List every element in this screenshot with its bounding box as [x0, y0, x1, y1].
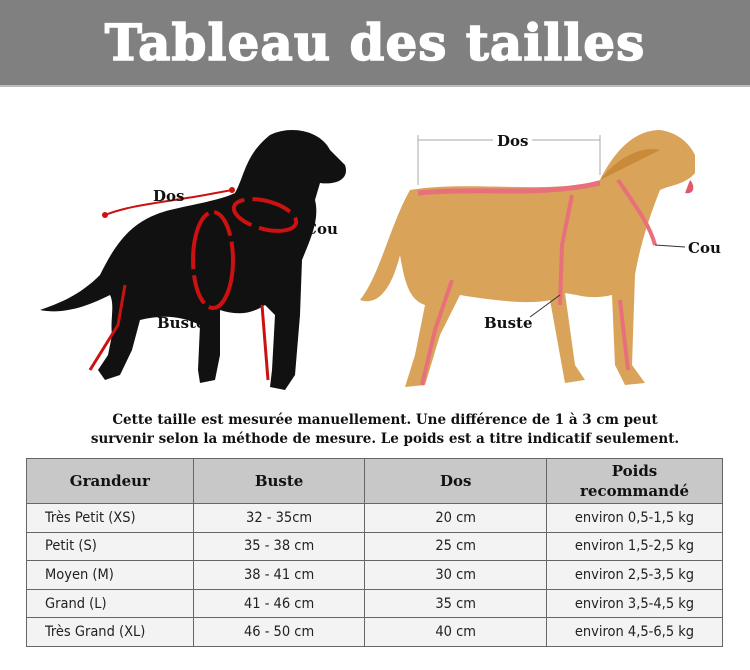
header-buste: Buste	[192, 458, 366, 504]
note-line-2: survenir selon la méthode de mesure. Le …	[90, 431, 680, 447]
right-buste-label: Buste	[484, 314, 533, 332]
size-cell: Très Petit (XS)	[26, 503, 194, 533]
back-cell: 30 cm	[364, 560, 547, 590]
right-dos-label: Dos	[493, 132, 533, 150]
page-title: Tableau des tailles	[104, 12, 646, 73]
size-cell: Grand (L)	[26, 588, 194, 619]
right-cou-label: Cou	[688, 239, 721, 257]
weight-cell: environ 3,5-4,5 kg	[545, 588, 724, 619]
size-cell: Petit (S)	[26, 531, 194, 562]
bust-cell: 41 - 46 cm	[192, 588, 366, 619]
size-table: Grandeur Buste Dos Poids recommandé Très…	[26, 458, 724, 647]
header-poids: Poids recommandé	[545, 458, 724, 504]
weight-cell: environ 0,5-1,5 kg	[545, 503, 724, 533]
table-row: Très Petit (XS) 32 - 35cm 20 cm environ 0,5…	[26, 503, 724, 533]
back-cell: 35 cm	[364, 588, 547, 619]
weight-cell: environ 1,5-2,5 kg	[545, 531, 724, 562]
bust-cell: 35 - 38 cm	[192, 531, 366, 562]
title-banner: Tableau des tailles	[0, 0, 750, 87]
size-cell: Très Grand (XL)	[26, 617, 194, 647]
dog-body	[360, 130, 695, 387]
black-dog-illustration	[40, 130, 346, 390]
measurement-note: Cette taille est mesurée manuellement. U…	[20, 411, 750, 449]
header-grandeur: Grandeur	[26, 458, 194, 504]
table-row: Grand (L) 41 - 46 cm 35 cm environ 3,5-4,5 …	[26, 588, 724, 619]
left-cou-label: Cou	[305, 220, 338, 238]
weight-cell: environ 4,5-6,5 kg	[545, 617, 724, 647]
golden-dog-illustration	[360, 130, 695, 387]
size-cell: Moyen (M)	[26, 560, 194, 590]
table-row: Petit (S) 35 - 38 cm 25 cm environ 1,5-2,5 …	[26, 531, 724, 562]
weight-cell: environ 2,5-3,5 kg	[545, 560, 724, 590]
back-cell: 40 cm	[364, 617, 547, 647]
left-buste-label: Buste	[157, 314, 206, 332]
bust-cell: 32 - 35cm	[192, 503, 366, 533]
table-row: Très Grand (XL) 46 - 50 cm 40 cm environ 4,…	[26, 617, 724, 647]
table-header-row: Grandeur Buste Dos Poids recommandé	[26, 458, 724, 504]
bust-cell: 46 - 50 cm	[192, 617, 366, 647]
bust-cell: 38 - 41 cm	[192, 560, 366, 590]
back-cell: 25 cm	[364, 531, 547, 562]
note-line-1: Cette taille est mesurée manuellement. U…	[112, 412, 658, 428]
table-row: Moyen (M) 38 - 41 cm 30 cm environ 2,5-3,5 …	[26, 560, 724, 590]
back-cell: 20 cm	[364, 503, 547, 533]
left-dos-label: Dos	[153, 187, 185, 205]
header-dos: Dos	[364, 458, 547, 504]
